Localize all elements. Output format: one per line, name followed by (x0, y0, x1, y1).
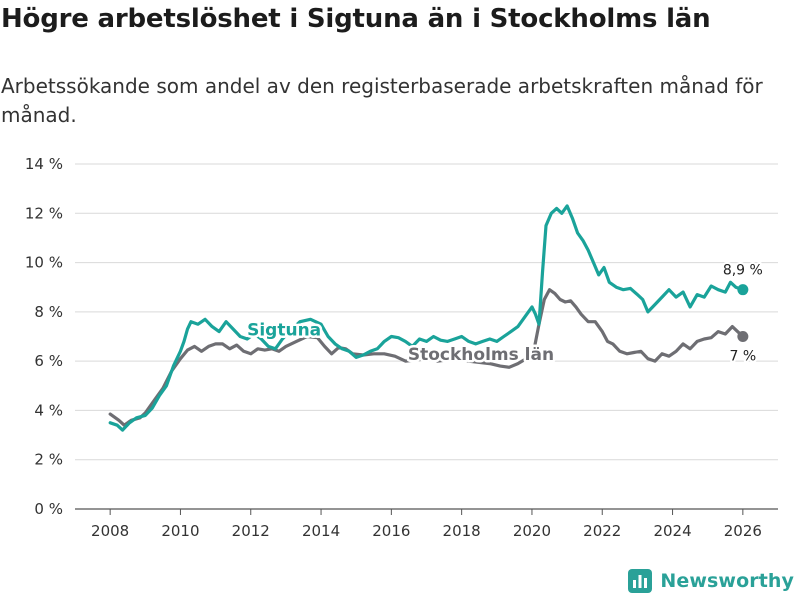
bar-chart-logo-icon (628, 569, 652, 593)
x-tick-label: 2014 (302, 522, 340, 540)
series-label-stockholms-lan: Stockholms län (408, 345, 554, 365)
line-chart: 0 % 2 % 4 % 6 % 8 % 10 % 12 % 14 % 2008 2010 2012 2… (0, 0, 800, 600)
x-tick-label: 2008 (91, 522, 129, 540)
end-point-stockholms-l-n (737, 331, 748, 342)
y-tick-label: 6 % (34, 352, 63, 370)
x-tick-label: 2026 (724, 522, 762, 540)
x-tick-label: 2018 (443, 522, 481, 540)
y-tick-label: 14 % (25, 155, 63, 173)
x-tick-label: 2012 (232, 522, 270, 540)
end-value-label-stockholms-lan: 7 % (730, 349, 757, 365)
x-tick-label: 2010 (161, 522, 199, 540)
brand-name: Newsworthy (660, 570, 794, 592)
series-line-sigtuna (110, 206, 743, 430)
x-tick-label: 2020 (513, 522, 551, 540)
x-tick-label: 2024 (653, 522, 691, 540)
grid-lines (75, 164, 778, 509)
y-tick-label: 8 % (34, 303, 63, 321)
y-tick-label: 10 % (25, 254, 63, 272)
y-tick-label: 2 % (34, 451, 63, 469)
x-tick-label: 2016 (372, 522, 410, 540)
series-lines (110, 206, 748, 430)
y-tick-label: 0 % (34, 500, 63, 518)
series-label-sigtuna: Sigtuna (247, 320, 321, 340)
end-value-label-sigtuna: 8,9 % (723, 263, 763, 279)
axis-ticks: 0 % 2 % 4 % 6 % 8 % 10 % 12 % 14 % 2008 2010 2012 2… (25, 155, 762, 540)
series-labels: Stockholms län Sigtuna 8,9 % 7 % (247, 263, 763, 365)
x-tick-label: 2022 (583, 522, 621, 540)
end-point-sigtuna (737, 284, 748, 295)
y-tick-label: 12 % (25, 204, 63, 222)
y-tick-label: 4 % (34, 401, 63, 419)
brand-logo[interactable]: Newsworthy (628, 569, 794, 593)
